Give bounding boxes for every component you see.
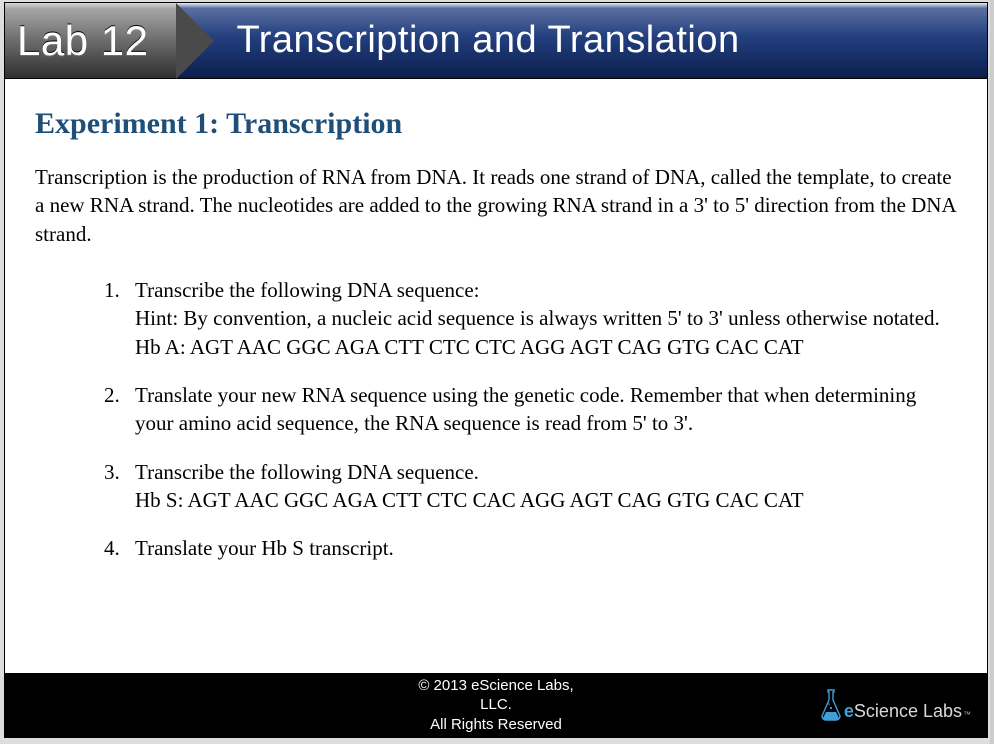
scrollbar-gutter[interactable] bbox=[990, 0, 994, 744]
brand-text: eScience Labs™ bbox=[844, 701, 971, 722]
copyright-block: © 2013 eScience Labs, LLC. All Rights Re… bbox=[418, 676, 573, 735]
intro-paragraph: Transcription is the production of RNA f… bbox=[35, 163, 957, 248]
copyright-line3: All Rights Reserved bbox=[418, 715, 573, 735]
footer-bar: © 2013 eScience Labs, LLC. All Rights Re… bbox=[5, 673, 987, 737]
trademark-icon: ™ bbox=[963, 710, 971, 719]
list-item: Translate your Hb S transcript. bbox=[125, 534, 957, 562]
lab-badge: Lab 12 bbox=[5, 3, 176, 78]
lab-number-label: Lab 12 bbox=[17, 17, 148, 65]
slide-title: Transcription and Translation bbox=[236, 19, 739, 62]
steps-list: Transcribe the following DNA sequence:Hi… bbox=[35, 276, 957, 563]
flask-icon bbox=[819, 688, 843, 722]
content-area: Experiment 1: Transcription Transcriptio… bbox=[5, 79, 987, 673]
brand-prefix: e bbox=[844, 701, 854, 721]
list-item: Transcribe the following DNA sequence:Hi… bbox=[125, 276, 957, 361]
slide: Lab 12 Transcription and Translation Exp… bbox=[4, 2, 988, 738]
copyright-line1: © 2013 eScience Labs, bbox=[418, 676, 573, 696]
copyright-line2: LLC. bbox=[418, 695, 573, 715]
list-item: Translate your new RNA sequence using th… bbox=[125, 381, 957, 438]
brand-rest: Science Labs bbox=[854, 701, 962, 721]
brand-logo: eScience Labs™ bbox=[819, 688, 971, 722]
experiment-heading: Experiment 1: Transcription bbox=[35, 107, 957, 141]
list-item: Transcribe the following DNA sequence.Hb… bbox=[125, 458, 957, 515]
header-banner: Lab 12 Transcription and Translation bbox=[5, 3, 987, 79]
